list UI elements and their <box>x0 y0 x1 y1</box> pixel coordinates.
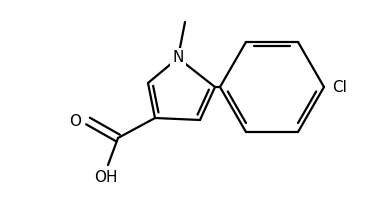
Text: OH: OH <box>94 170 118 185</box>
Text: O: O <box>69 113 81 129</box>
Text: N: N <box>172 51 184 65</box>
Text: Cl: Cl <box>332 79 347 94</box>
